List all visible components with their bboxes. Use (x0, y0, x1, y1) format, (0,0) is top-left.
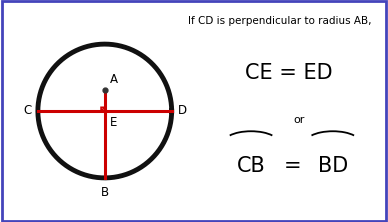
Text: CE = ED: CE = ED (245, 63, 333, 83)
Text: D: D (178, 105, 187, 117)
Text: CB: CB (237, 157, 265, 176)
Text: B: B (101, 186, 109, 199)
Text: =: = (284, 157, 302, 176)
Text: A: A (109, 73, 118, 85)
Text: C: C (23, 105, 31, 117)
Text: If CD is perpendicular to radius AB,: If CD is perpendicular to radius AB, (188, 16, 371, 26)
Text: BD: BD (318, 157, 348, 176)
Text: E: E (110, 116, 118, 129)
Text: or: or (293, 115, 304, 125)
